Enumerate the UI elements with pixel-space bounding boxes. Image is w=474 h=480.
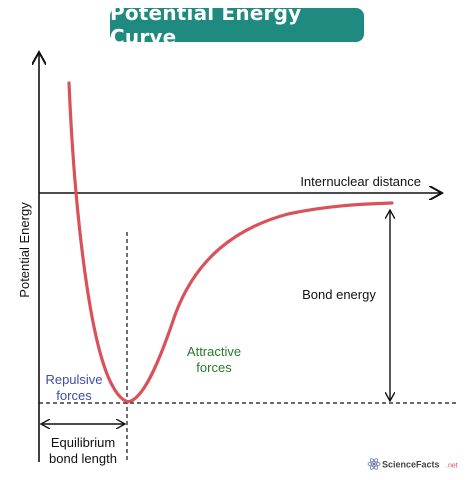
watermark-suffix: .net <box>446 463 458 470</box>
y-axis-label: Potential Energy <box>17 202 32 298</box>
potential-energy-curve <box>67 81 394 404</box>
attractive-label-line2: forces <box>196 360 232 375</box>
diagram-title: Potential Energy Curve <box>110 1 302 49</box>
watermark-text: ScienceFacts <box>382 460 440 470</box>
x-axis-label: Internuclear distance <box>300 174 421 189</box>
equilibrium-label-line1: Equilibrium <box>51 435 115 450</box>
atom-icon <box>367 458 381 470</box>
repulsive-label-line1: Repulsive <box>45 372 102 387</box>
title-badge: Potential Energy Curve <box>110 1 364 49</box>
repulsive-label-line2: forces <box>56 388 92 403</box>
attractive-label-line1: Attractive <box>187 344 241 359</box>
bond-energy-label: Bond energy <box>302 287 376 302</box>
equilibrium-label-line2: bond length <box>49 451 117 466</box>
sciencefacts-logo: ScienceFacts .net <box>367 458 458 470</box>
